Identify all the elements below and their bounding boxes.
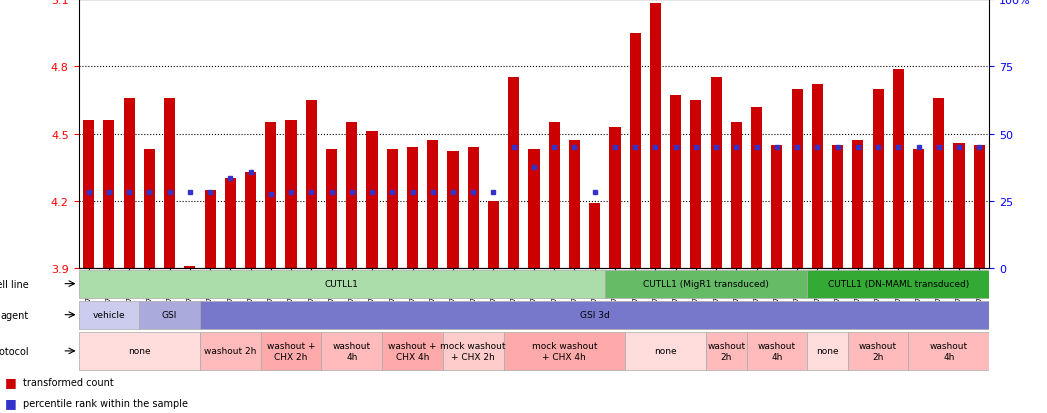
Text: GSI 3d: GSI 3d [580,311,609,319]
Text: washout 2h: washout 2h [204,347,257,356]
Bar [549,123,560,268]
Bar [382,332,443,370]
Bar [204,190,216,268]
Text: transformed count: transformed count [23,377,114,387]
Text: ■: ■ [5,396,17,409]
Bar [751,107,762,268]
Text: vehicle: vehicle [92,311,126,319]
Text: protocol: protocol [0,346,28,356]
Text: none: none [817,347,839,356]
Bar [605,270,807,298]
Bar [245,172,257,268]
Text: cell line: cell line [0,279,28,289]
Bar [609,128,621,268]
Bar [913,150,925,268]
Bar [811,85,823,268]
Bar [974,145,985,268]
Bar [447,152,459,268]
Bar [690,101,701,268]
Text: none: none [654,347,676,356]
Bar [650,5,661,268]
Bar [143,150,155,268]
Bar [933,98,944,268]
Text: percentile rank within the sample: percentile rank within the sample [23,398,188,408]
Bar [79,301,139,329]
Text: washout +
CHX 2h: washout + CHX 2h [267,342,315,361]
Text: CUTLL1: CUTLL1 [325,280,359,288]
Text: washout
4h: washout 4h [930,342,968,361]
Bar [286,121,296,268]
Bar [529,150,539,268]
Bar [504,332,625,370]
Bar [629,33,641,268]
Bar [670,96,682,268]
Bar [104,121,114,268]
Bar [832,145,843,268]
Bar [164,98,175,268]
Bar [225,179,236,268]
Bar [326,150,337,268]
Bar [347,123,357,268]
Text: ■: ■ [5,375,17,389]
Bar [200,332,261,370]
Bar [807,270,989,298]
Bar [488,201,499,268]
Bar [706,332,747,370]
Bar [893,69,904,268]
Bar [589,204,600,268]
Text: mock washout
+ CHX 2h: mock washout + CHX 2h [441,342,506,361]
Bar [848,332,909,370]
Bar [625,332,706,370]
Bar [124,98,135,268]
Bar [79,332,200,370]
Bar [909,332,989,370]
Bar [954,143,964,268]
Bar [852,141,864,268]
Bar [569,141,580,268]
Bar [731,123,742,268]
Text: none: none [128,347,151,356]
Bar [427,141,439,268]
Bar [184,266,196,268]
Bar [407,147,418,268]
Text: CUTLL1 (MigR1 transduced): CUTLL1 (MigR1 transduced) [643,280,768,288]
Bar [83,121,94,268]
Bar [468,147,478,268]
Bar [443,332,504,370]
Text: washout
2h: washout 2h [707,342,745,361]
Bar [872,90,884,268]
Bar [807,332,848,370]
Text: agent: agent [0,310,28,320]
Bar [747,332,807,370]
Text: CUTLL1 (DN-MAML transduced): CUTLL1 (DN-MAML transduced) [828,280,968,288]
Bar [306,101,317,268]
Text: GSI: GSI [162,311,177,319]
Bar [261,332,321,370]
Bar [386,150,398,268]
Bar [265,123,276,268]
Bar [772,145,782,268]
Text: washout
2h: washout 2h [859,342,897,361]
Bar [792,90,803,268]
Bar [508,78,519,268]
Bar [711,78,721,268]
Bar [366,132,378,268]
Text: washout
4h: washout 4h [333,342,371,361]
Bar [321,332,382,370]
Bar [79,270,605,298]
Text: washout +
CHX 4h: washout + CHX 4h [388,342,437,361]
Text: washout
4h: washout 4h [758,342,796,361]
Text: mock washout
+ CHX 4h: mock washout + CHX 4h [532,342,597,361]
Bar [139,301,200,329]
Bar [200,301,989,329]
